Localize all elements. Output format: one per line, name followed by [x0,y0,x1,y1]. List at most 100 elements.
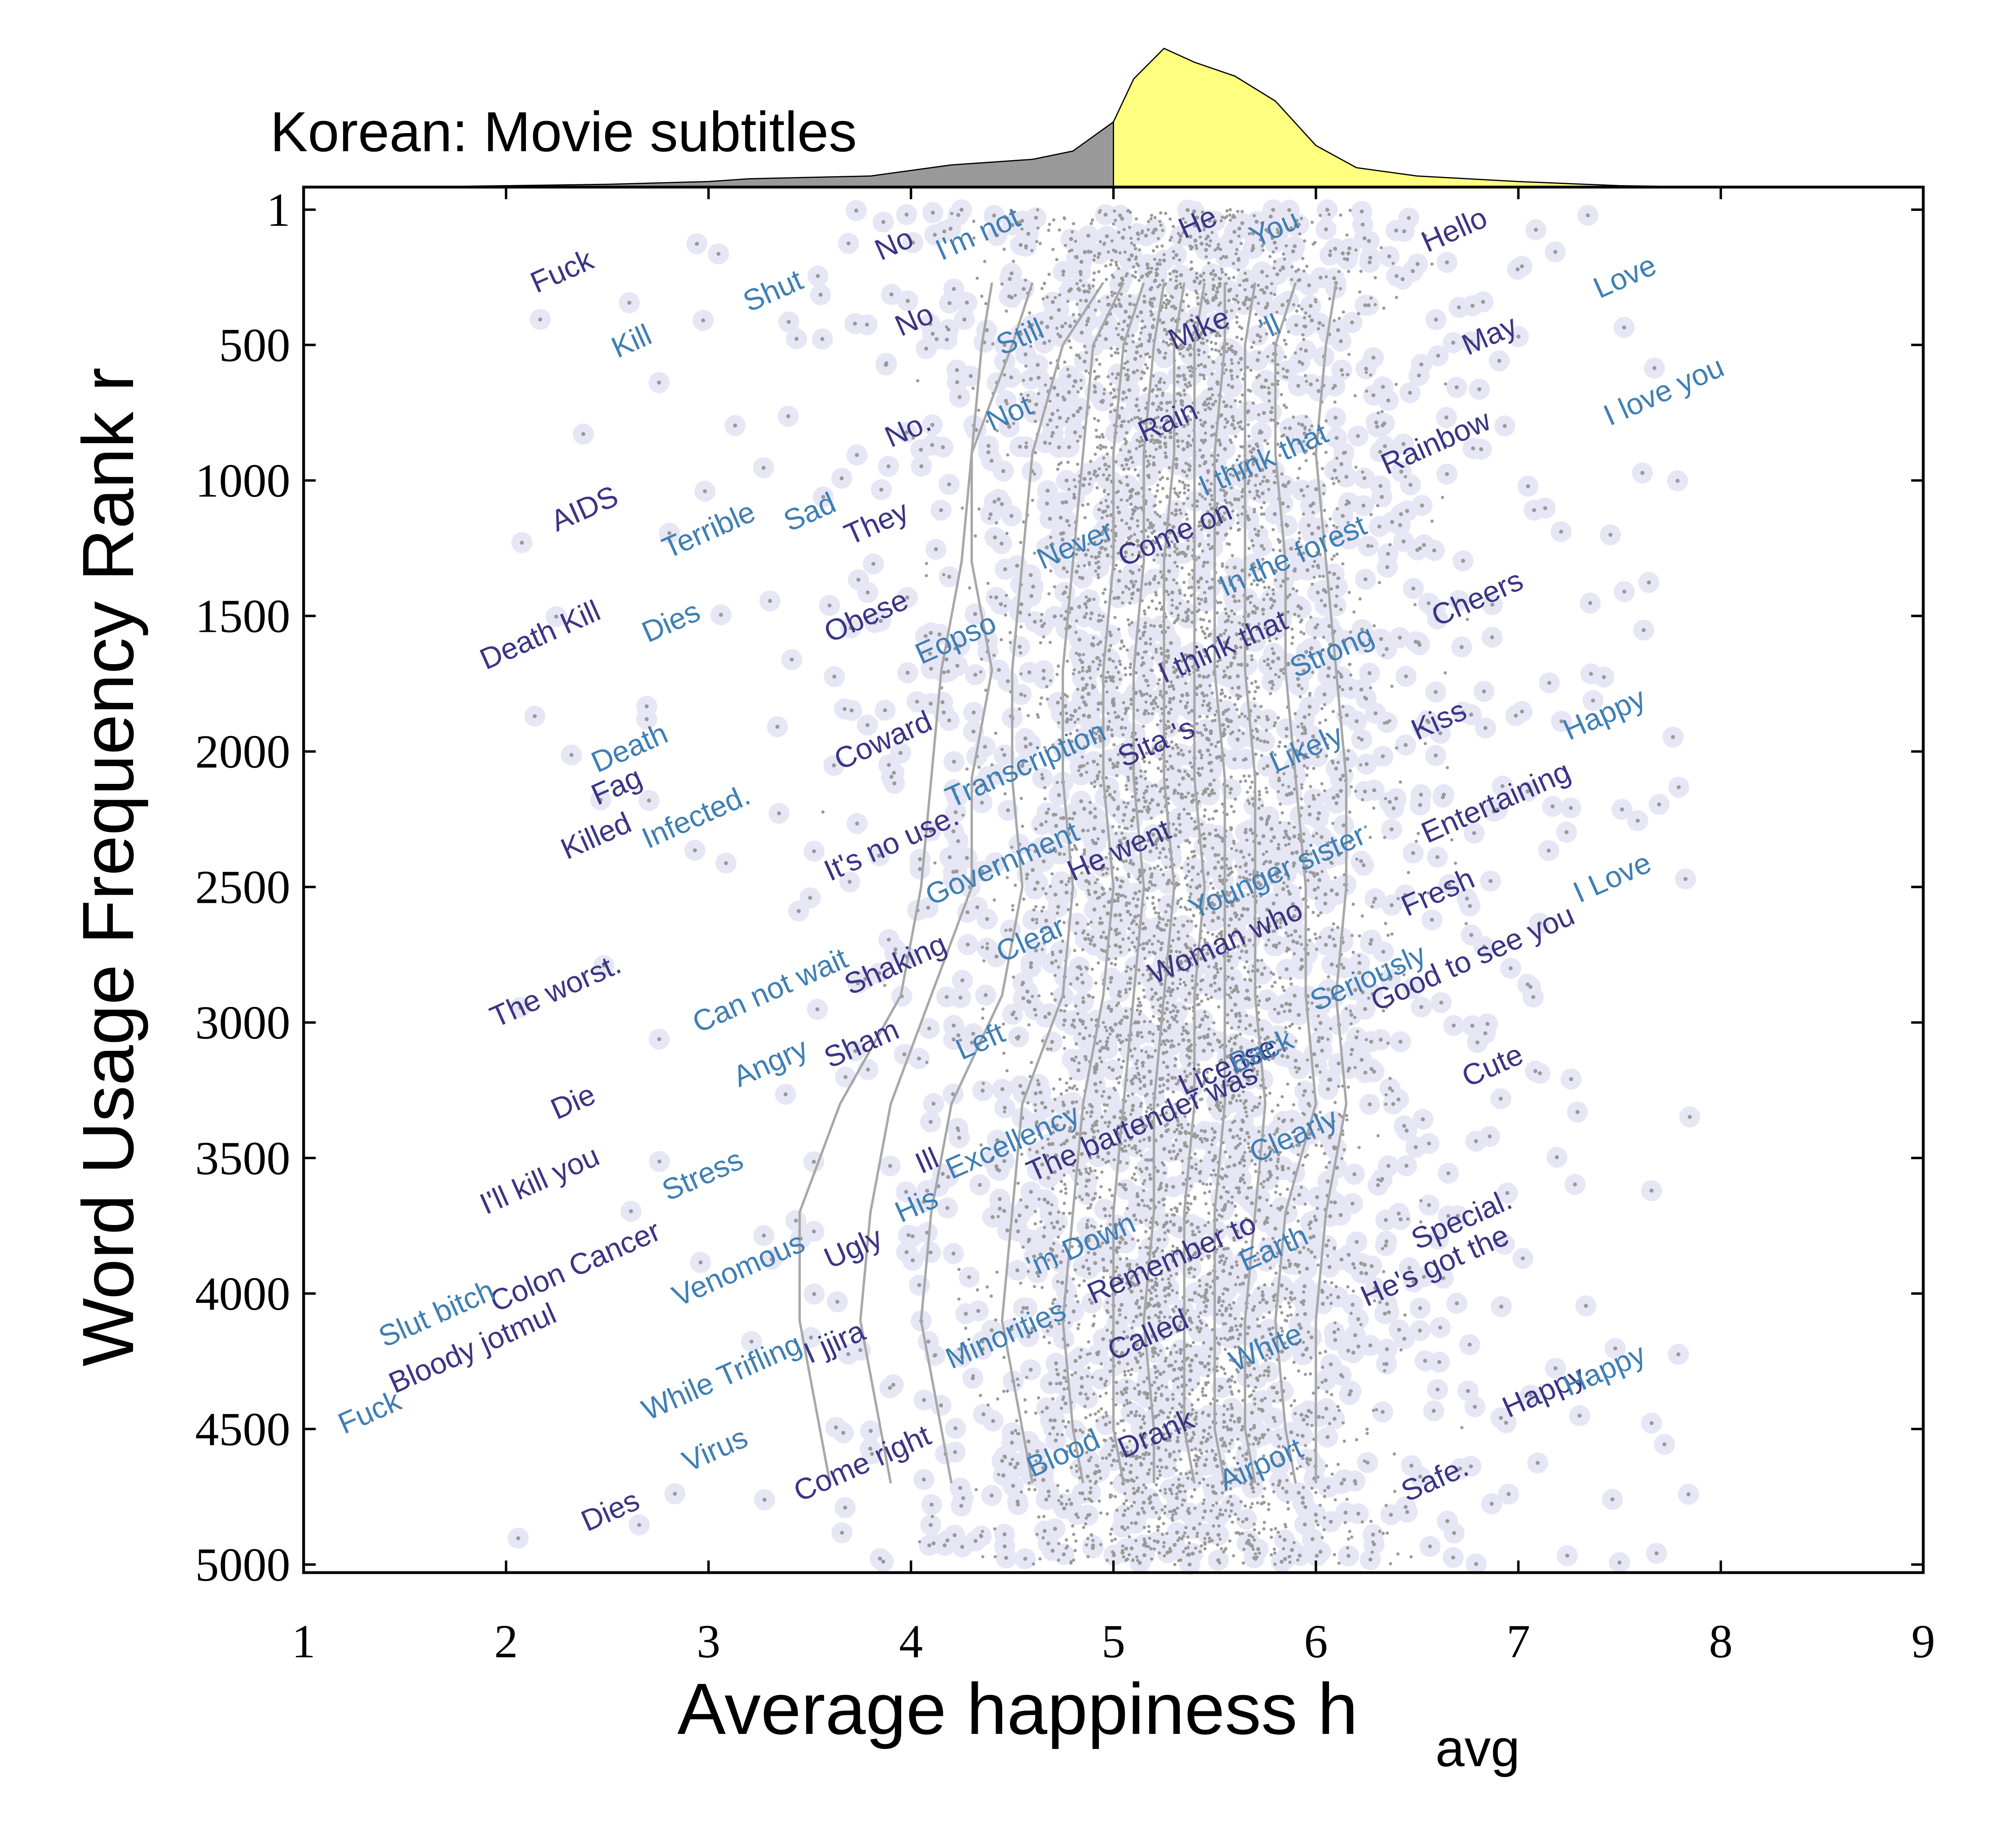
word-dot [1084,298,1088,303]
word-dot [1217,438,1221,443]
word-dot [1404,1505,1408,1509]
word-dot [1499,1304,1504,1309]
word-dot [1246,366,1250,369]
word-dot [846,241,851,246]
word-dot [1007,294,1011,299]
word-dot [889,292,893,297]
word-dot [1339,462,1343,466]
word-dot [839,476,844,481]
word-dot [1014,1429,1017,1432]
word-dot [1363,789,1367,794]
word-dot [1173,833,1178,838]
word-dot [1487,1134,1492,1139]
word-dot [1156,1169,1160,1173]
word-dot [1427,1203,1431,1207]
word-dot [991,1419,996,1423]
word-dot [1092,943,1097,948]
word-dot [881,1559,885,1564]
word-dot [1329,1293,1333,1297]
word-dot [1408,391,1412,395]
word-dot [775,725,780,729]
word-dot [1404,743,1408,747]
word-dot [1577,1413,1582,1418]
word-dot [1199,576,1203,581]
word-dot [1270,406,1274,410]
word-dot [1213,853,1218,857]
word-dot [1301,1500,1305,1505]
word-dot [1332,1330,1337,1334]
word-dot [1308,704,1312,709]
word-dot [1061,269,1066,274]
word-dot [1202,560,1207,565]
word-dot [947,575,952,579]
word-dot [855,453,859,457]
word-dot [1297,683,1301,688]
word-dot [1127,257,1131,262]
word-dot [878,1556,882,1561]
word-dot [1291,249,1295,254]
word-dot [1013,1465,1017,1469]
word-dot [1107,900,1111,904]
word-dot [1026,999,1031,1004]
word-dot [1214,342,1218,345]
word-dot [1166,1078,1170,1083]
word-dot [1485,1022,1490,1026]
word-dot [1435,855,1439,859]
word-dot [1336,1295,1340,1299]
word-dot [703,489,707,494]
word-dot [1051,300,1055,304]
word-dot [1353,1333,1358,1338]
word-dot [1024,1410,1028,1414]
word-dot [1010,1431,1014,1435]
word-dot [1221,1269,1226,1273]
word-dot [1362,863,1366,867]
word-dot [1237,1190,1241,1194]
word-dot [1475,1040,1480,1045]
word-dot [1202,675,1206,679]
word-dot [719,613,723,617]
word-dot [538,317,542,322]
word-dot [1046,1489,1051,1494]
word-dot [1108,793,1112,797]
word-dot [1168,700,1172,704]
word-dot [1427,1141,1431,1146]
word-dot [1350,320,1354,325]
word-dot [1303,1089,1307,1093]
word-dot [1006,808,1010,813]
word-dot [1506,1492,1511,1496]
word-dot [1052,614,1057,619]
word-dot [1339,789,1343,793]
word-dot [1374,420,1379,425]
word-dot [1435,1388,1440,1392]
word-dot [1158,1458,1162,1463]
word-dot [1228,1128,1233,1132]
word-dot [1302,1284,1307,1288]
word-dot [657,1159,662,1164]
word-dot [935,337,939,342]
word-dot [960,1545,964,1549]
word-dot [1178,1148,1183,1152]
word-dot [1320,1048,1324,1053]
word-dot [1093,1082,1098,1086]
word-dot [1094,1089,1099,1094]
word-dot [1152,296,1156,301]
word-dot [1356,434,1360,438]
word-dot [1022,287,1026,291]
word-dot [1652,366,1657,370]
word-dot [1535,1461,1540,1465]
word-dot [1055,1220,1060,1224]
word-dot [1386,1041,1390,1045]
word-dot [1212,1130,1217,1134]
word-dot [891,1383,896,1387]
word-dot [1312,796,1316,801]
word-dot [965,856,969,860]
word-dot [1547,848,1551,853]
word-dot [1213,866,1217,870]
word-dot [1131,808,1136,813]
word-dot [820,337,825,341]
word-dot [1160,941,1164,946]
word-dot [1023,736,1028,741]
word-dot [716,252,721,256]
word-dot [1262,740,1267,744]
word-dot [1151,402,1155,406]
